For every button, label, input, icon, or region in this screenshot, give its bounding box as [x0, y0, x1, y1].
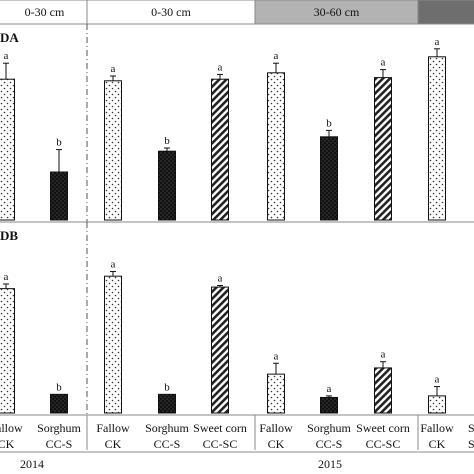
bar: [267, 72, 285, 221]
bar: [320, 396, 338, 414]
bar: [211, 78, 229, 221]
header-band: [417, 0, 474, 25]
bar: [428, 56, 446, 221]
significance-letter: a: [4, 271, 9, 283]
panel-title: DB: [0, 228, 18, 243]
x-tick-code: CC-SC: [203, 437, 238, 451]
significance-letter: b: [56, 381, 62, 393]
bar: [50, 393, 68, 414]
significance-letter: a: [381, 57, 386, 69]
significance-letter: a: [435, 36, 440, 48]
bar: [374, 77, 392, 221]
bar: [0, 288, 15, 414]
bars-layer: [0, 48, 446, 414]
significance-letter: b: [164, 381, 170, 393]
header-band-label: 0-30 cm: [25, 5, 65, 19]
significance-letter: a: [274, 50, 279, 62]
header-bands: 0-30 cm 0-30 cm 30-60 cm: [0, 0, 474, 25]
bar: [267, 373, 285, 414]
bar: [158, 150, 176, 221]
x-tick-treatment: Sorghum: [37, 421, 81, 435]
year-label: 2014: [20, 457, 44, 471]
significance-letter: a: [111, 63, 116, 75]
bar: [0, 78, 15, 221]
panel-frames: [0, 23, 474, 453]
x-tick-code: CC-S: [154, 437, 181, 451]
significance-letter: a: [435, 374, 440, 386]
significance-letter: a: [4, 50, 9, 62]
x-tick-treatment: Sorghum: [145, 421, 189, 435]
bar: [320, 136, 338, 221]
x-tick-fragment: S: [468, 421, 474, 435]
bar: [158, 393, 176, 414]
x-tick-treatment: Sweet corn: [356, 421, 410, 435]
x-tick-treatment: Fallow: [96, 421, 130, 435]
bar: [428, 395, 446, 414]
bar: [211, 286, 229, 414]
significance-letter: b: [164, 135, 170, 147]
year-label: 2015: [318, 457, 342, 471]
panel-title: DA: [0, 30, 19, 45]
x-tick-code: CC-S: [316, 437, 343, 451]
labels-layer: DA a b a b a a b a a DB a b a b a a a a a Fallow CK Sorghum CC-…: [0, 30, 474, 471]
header-band-label: 0-30 cm: [151, 5, 191, 19]
x-tick-code: CK: [429, 437, 446, 451]
x-tick-treatment: Sweet corn: [193, 421, 247, 435]
significance-letter: a: [274, 350, 279, 362]
x-tick-treatment: Fallow: [420, 421, 454, 435]
bar: [50, 171, 68, 221]
bar: [104, 80, 122, 221]
bar: [104, 275, 122, 414]
x-tick-treatment: Fallow: [0, 421, 23, 435]
bar: [374, 367, 392, 414]
x-tick-code: CC-SC: [366, 437, 401, 451]
significance-letter: b: [326, 117, 332, 129]
x-tick-treatment: Fallow: [259, 421, 293, 435]
significance-letter: a: [327, 383, 332, 395]
significance-letter: a: [111, 259, 116, 271]
x-tick-code: CK: [268, 437, 285, 451]
significance-letter: a: [218, 273, 223, 285]
x-tick-code: CC-S: [46, 437, 73, 451]
x-tick-fragment: S: [468, 437, 474, 451]
header-band-label: 30-60 cm: [314, 5, 360, 19]
significance-letter: b: [56, 137, 62, 149]
significance-letter: a: [381, 349, 386, 361]
x-tick-treatment: Sorghum: [307, 421, 351, 435]
x-tick-code: CK: [105, 437, 122, 451]
header-band: [86, 0, 256, 25]
x-tick-code: CK: [0, 437, 15, 451]
significance-letter: a: [218, 61, 223, 73]
